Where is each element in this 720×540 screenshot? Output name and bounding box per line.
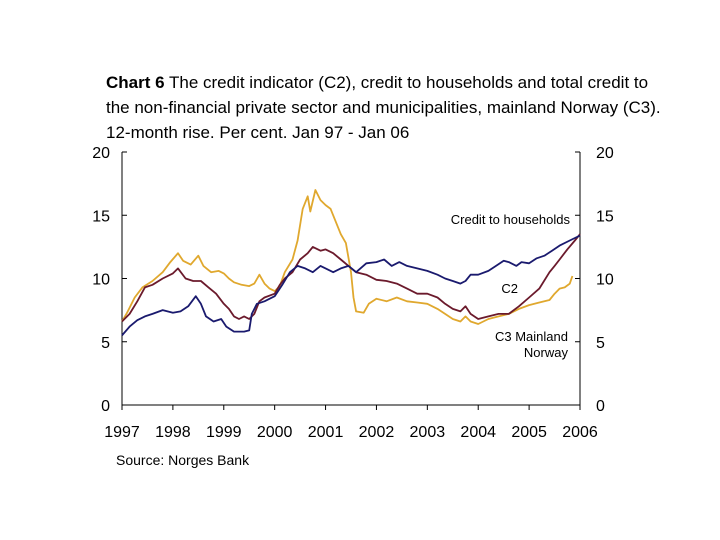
source-note: Source: Norges Bank [116,452,250,468]
y-tick-label-left: 10 [92,272,110,289]
chart-title: Chart 6 The credit indicator (C2), credi… [106,70,666,145]
x-tick-label: 1998 [155,424,191,441]
chart-series [121,189,581,336]
x-tick-label: 2006 [562,424,598,441]
x-tick-label: 1997 [104,424,140,441]
series-label-c3-line2: Norway [524,345,569,360]
chart-title-text: The credit indicator (C2), credit to hou… [106,73,661,142]
y-tick-label-left: 5 [101,335,110,352]
x-tick-label: 2005 [511,424,547,441]
x-tick-label: 2002 [359,424,395,441]
series-line-households [121,189,574,325]
chart-axes: 0 0 5 5 10 10 15 15 20 20 1997 1998 1999 2000 2001 2002… [92,145,614,441]
x-tick-label: 1999 [206,424,242,441]
y-tick-label-right: 0 [596,398,605,415]
x-tick-label: 2003 [410,424,446,441]
y-tick-label-right: 5 [596,335,605,352]
series-line-c2 [121,233,581,323]
series-label-c3-line1: C3 Mainland [495,329,568,344]
chart-number: Chart 6 [106,73,165,92]
y-tick-label-right: 15 [596,208,614,225]
series-line-c3 [121,234,581,336]
y-tick-label-left: 0 [101,398,110,415]
y-tick-label-left: 15 [92,208,110,225]
x-tick-label: 2001 [308,424,344,441]
y-tick-label-left: 20 [92,145,110,162]
series-label-c2: C2 [501,281,518,296]
y-tick-label-right: 20 [596,145,614,162]
y-tick-label-right: 10 [596,272,614,289]
x-tick-label: 2000 [257,424,293,441]
x-tick-label: 2004 [460,424,496,441]
series-labels: Credit to households C2 C3 Mainland Norway [451,212,571,360]
series-label-c3: C3 Mainland Norway [495,329,568,360]
series-label-households: Credit to households [451,212,571,227]
